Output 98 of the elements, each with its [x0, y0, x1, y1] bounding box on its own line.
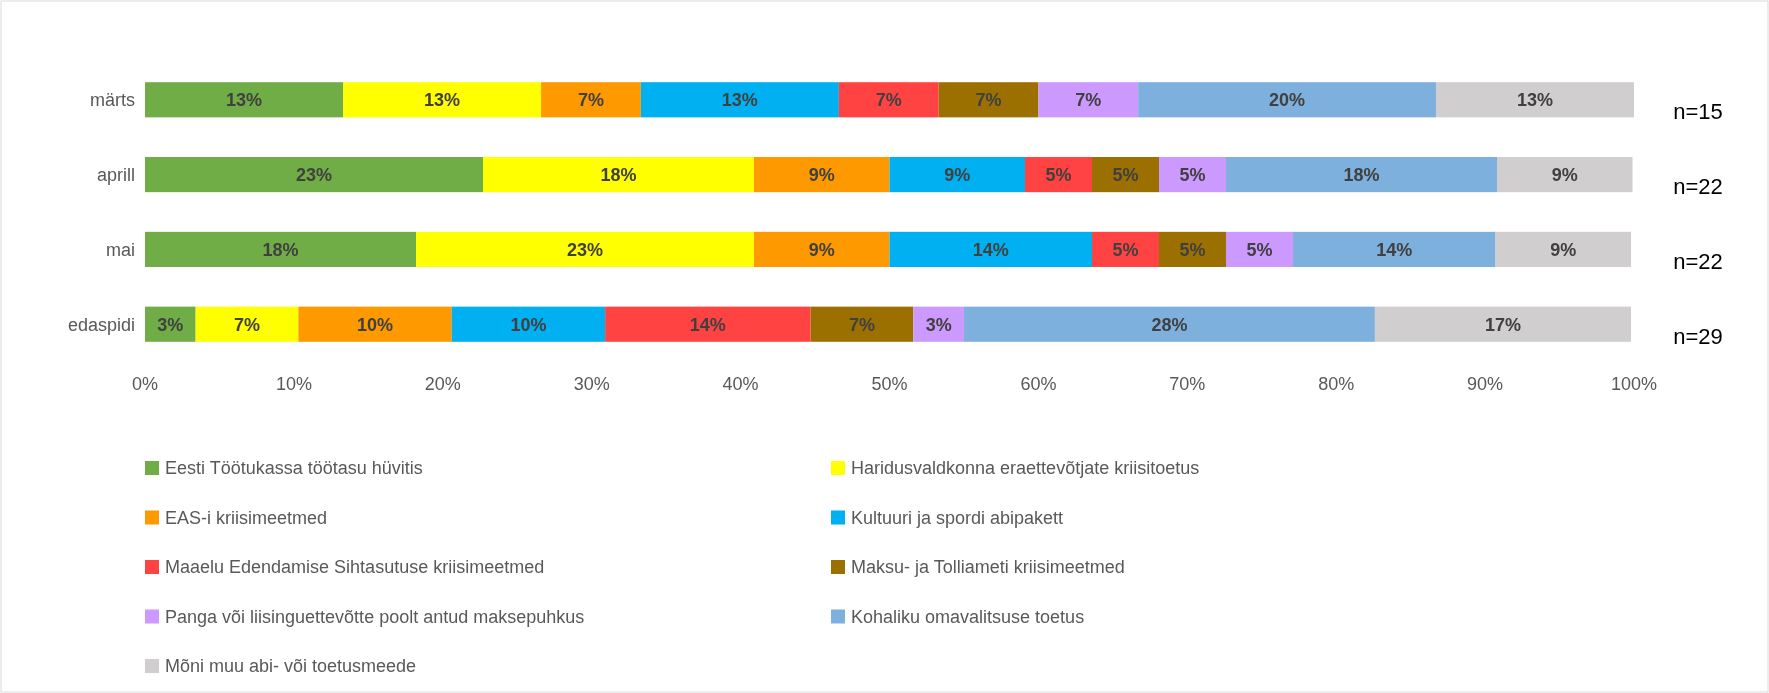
bar	[343, 82, 542, 118]
data-label: 9%	[808, 239, 835, 260]
data-label: 5%	[1112, 164, 1139, 185]
data-label: 7%	[1075, 90, 1102, 111]
data-label: 5%	[1179, 164, 1206, 185]
text: n=22	[1673, 249, 1723, 275]
bar	[1038, 82, 1139, 118]
data-label: 9%	[1551, 164, 1578, 185]
bar	[1092, 231, 1160, 267]
bar	[605, 306, 811, 342]
data-label: 18%	[262, 239, 299, 260]
bar	[298, 306, 452, 342]
data-label: 23%	[566, 239, 604, 260]
legend-label: Mõni muu abi- või toetusmeede	[165, 656, 417, 677]
data-label: 20%	[1269, 90, 1306, 111]
bar	[1159, 231, 1227, 267]
legend-label: Eesti Töötukassa töötasu hüvitis	[165, 458, 423, 479]
data-label: 5%	[1045, 164, 1072, 185]
x-tick-label: 60%	[1020, 374, 1057, 394]
x-tick-label: 40%	[722, 374, 759, 394]
data-label: 14%	[972, 239, 1009, 260]
legend-label: Kultuuri ja spordi abipakett	[851, 507, 1064, 528]
x-tick-label: 100%	[1610, 374, 1658, 394]
bar	[1025, 157, 1093, 193]
bar	[1226, 157, 1498, 193]
x-tick-label: 70%	[1169, 374, 1206, 394]
legend-label: Panga või liisinguettevõtte poolt antud maksepuhkus	[165, 606, 585, 627]
data-label: 14%	[1376, 239, 1413, 260]
x-tick-label: 80%	[1318, 374, 1355, 394]
data-label: 5%	[1179, 239, 1206, 260]
bar	[1293, 231, 1496, 267]
bar	[1226, 231, 1294, 267]
bar	[1374, 306, 1632, 342]
bar	[754, 231, 890, 267]
data-label: 17%	[1484, 314, 1521, 335]
text: n=29	[1673, 323, 1723, 349]
x-tick-label: 0%	[131, 374, 159, 394]
data-label: 9%	[808, 164, 835, 185]
data-label: 28%	[1151, 314, 1188, 335]
data-label: 13%	[226, 90, 263, 111]
data-label: 7%	[577, 90, 604, 111]
bar	[541, 82, 641, 118]
data-label: 5%	[1246, 239, 1273, 260]
x-tick-label: 30%	[573, 374, 610, 394]
data-label: 13%	[721, 90, 758, 111]
data-label: 13%	[424, 90, 461, 111]
data-label: 3%	[157, 314, 184, 335]
bar	[963, 306, 1375, 342]
data-label: 9%	[944, 164, 971, 185]
legend-label: EAS-i kriisimeetmed	[165, 507, 328, 528]
x-tick-label: 90%	[1467, 374, 1504, 394]
x-tick-label: 20%	[424, 374, 461, 394]
bar	[416, 231, 754, 267]
text: n=22	[1673, 174, 1723, 200]
y-tick-label: aprill	[96, 164, 135, 185]
data-label: 14%	[689, 314, 726, 335]
data-label: 13%	[1516, 90, 1553, 111]
bar	[889, 231, 1092, 267]
legend-label: Haridusvaldkonna eraettevõtjate kriisitoetus	[851, 458, 1200, 479]
x-tick-label: 50%	[871, 374, 908, 394]
bar	[889, 157, 1025, 193]
data-label: 23%	[295, 164, 333, 185]
bar	[754, 157, 890, 193]
bar	[451, 306, 606, 342]
bar	[483, 157, 754, 193]
bar	[810, 306, 914, 342]
bar	[838, 82, 939, 118]
data-label: 18%	[600, 164, 637, 185]
legend-label: Maaelu Edendamise Sihtasutuse kriisimeetmed	[165, 557, 545, 578]
data-label: 18%	[1343, 164, 1380, 185]
data-label: 3%	[925, 314, 952, 335]
bar	[1159, 157, 1227, 193]
bar	[640, 82, 839, 118]
data-label: 5%	[1112, 239, 1139, 260]
bar	[145, 231, 416, 267]
bar	[938, 82, 1039, 118]
y-tick-label: märts	[90, 90, 135, 111]
data-label: 7%	[875, 90, 902, 111]
y-tick-label: edaspidi	[67, 314, 135, 335]
bar	[145, 157, 483, 193]
data-label: 7%	[848, 314, 875, 335]
y-tick-label: mai	[105, 239, 135, 260]
data-label: 10%	[357, 314, 394, 335]
bar	[145, 82, 344, 118]
x-tick-label: 10%	[275, 374, 312, 394]
bar	[1495, 231, 1632, 267]
bar	[1497, 157, 1633, 193]
bar	[1138, 82, 1436, 118]
bar	[1435, 82, 1634, 118]
data-label: 9%	[1550, 239, 1577, 260]
bar	[195, 306, 299, 342]
text: n=15	[1673, 99, 1723, 125]
data-label: 10%	[510, 314, 547, 335]
bar	[1092, 157, 1160, 193]
data-label: 7%	[975, 90, 1002, 111]
data-label: 7%	[233, 314, 260, 335]
legend-label: Maksu- ja Tolliameti kriisimeetmed	[851, 557, 1125, 578]
legend-label: Kohaliku omavalitsuse toetus	[851, 606, 1085, 627]
